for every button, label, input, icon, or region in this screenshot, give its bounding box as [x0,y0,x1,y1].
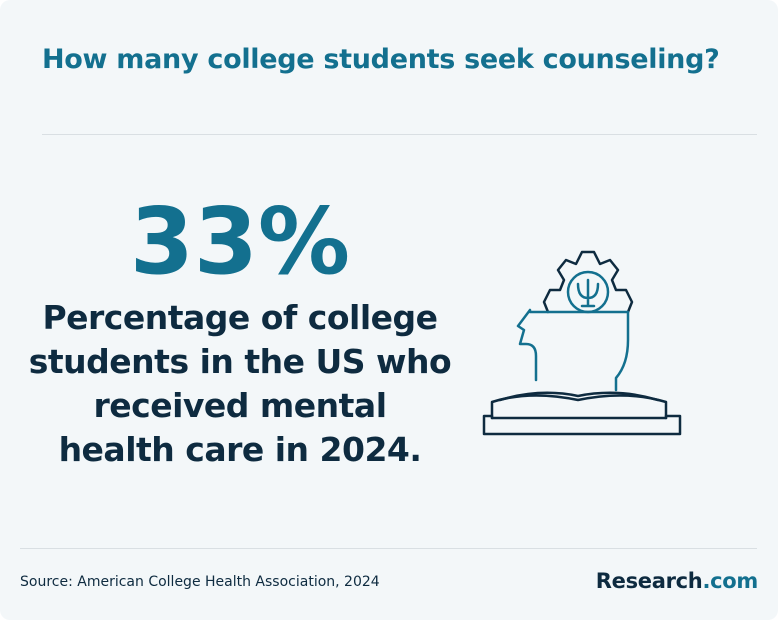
description-line: received mental [93,386,387,425]
title: How many college students seek counselin… [42,44,720,75]
gear [542,250,634,314]
brand-suffix: .com [702,569,758,593]
stat-description: Percentage of college students in the US… [20,296,460,472]
book [482,391,682,436]
description-line: students in the US who [28,342,452,381]
stat-value: 33% [129,188,351,295]
brand: Research.com [595,569,759,593]
head [516,308,630,392]
brand-name: Research [595,569,703,593]
icon [482,250,682,436]
description-line: Percentage of college [42,298,438,337]
divider [42,134,757,135]
divider [20,548,757,549]
source: Source: American College Health Associat… [20,574,380,590]
description-line: health care in 2024. [58,430,422,469]
